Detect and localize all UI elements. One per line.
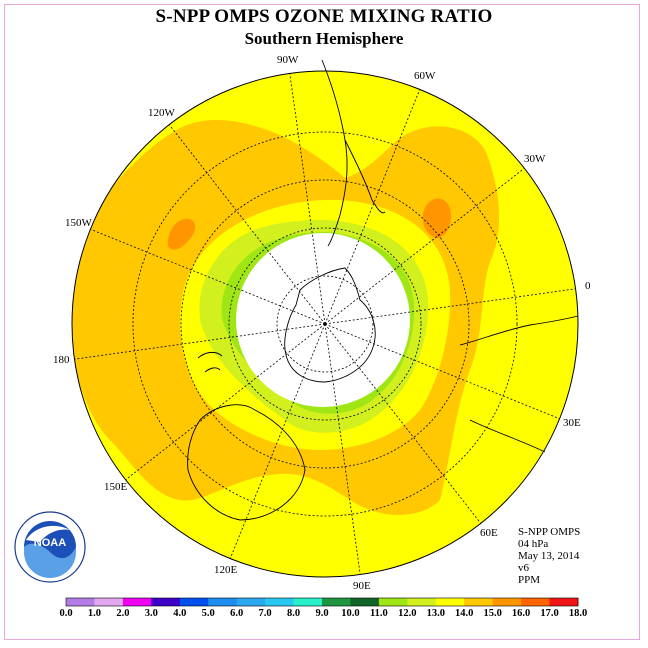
latitude-circle <box>228 227 422 421</box>
dark-orange-patch-east <box>422 198 452 239</box>
colorbar-tick-label: 9.0 <box>315 608 329 619</box>
longitude-label: 0 <box>585 280 591 292</box>
colorbar-swatch <box>94 598 124 606</box>
colorbar-swatch <box>66 598 95 606</box>
noaa-logo-text: NOAA <box>34 537 66 549</box>
colorbar-outline <box>65 597 579 607</box>
colorbar-swatch <box>549 598 579 606</box>
graticule <box>132 131 518 517</box>
colorbar-swatch <box>208 598 238 606</box>
longitude-label: 60E <box>480 527 498 539</box>
colorbar-tick-label: 17.0 <box>540 608 559 619</box>
colorbar-tick-label: 13.0 <box>426 608 445 619</box>
colorbar-swatch <box>151 598 181 606</box>
colorbar-tick-label: 2.0 <box>116 608 130 619</box>
colorbar-swatch <box>236 598 266 606</box>
colorbar-tick-labels: 0.0 1.0 2.0 3.0 4.0 5.0 6.0 7.0 8.0 9.0 10.0 11.0 12… <box>0 608 648 622</box>
colorbar-tick-label: 7.0 <box>258 608 272 619</box>
australia-coast <box>187 404 306 521</box>
colorbar-tick-label: 15.0 <box>483 608 502 619</box>
colorbar-swatch <box>492 598 522 606</box>
longitude-label: 150W <box>65 217 92 229</box>
longitude-label: 120E <box>214 564 238 576</box>
coastlines <box>187 59 579 521</box>
instrument-label: S-NPP OMPS <box>518 526 581 538</box>
colorbar-tick-label: 12.0 <box>398 608 417 619</box>
colorbar-swatch <box>464 598 494 606</box>
colorbar-tick-label: 4.0 <box>173 608 187 619</box>
noaa-logo: NOAA <box>14 511 86 583</box>
colorbar-tick-label: 14.0 <box>455 608 474 619</box>
longitude-label: 180 <box>53 354 70 366</box>
colorbar-swatch <box>122 598 152 606</box>
colorbar-tick-label: 3.0 <box>144 608 158 619</box>
no-data-area <box>236 233 410 407</box>
latitude-circle <box>180 179 470 469</box>
colorbar-tick-label: 10.0 <box>341 608 360 619</box>
colorbar-swatch <box>293 598 323 606</box>
date-label: May 13, 2014 <box>518 550 580 562</box>
longitude-label: 30E <box>563 417 581 429</box>
dark-orange-patch <box>167 218 196 250</box>
info-block: S-NPP OMPS 04 hPa May 13, 2014 v6 PPM <box>518 526 580 586</box>
longitude-label: 90E <box>353 580 371 592</box>
longitude-label: 30W <box>524 153 546 165</box>
south-pole-marker <box>323 322 327 326</box>
antarctica-coast <box>284 267 376 383</box>
latitude-circle <box>276 275 374 373</box>
colorbar-swatch <box>521 598 551 606</box>
colorbar-tick-label: 5.0 <box>201 608 215 619</box>
colorbar-tick-label: 1.0 <box>87 608 101 619</box>
colorbar-tick-label: 8.0 <box>286 608 301 619</box>
longitude-label: 90W <box>277 54 299 66</box>
colorbar-tick-label: 16.0 <box>511 608 531 619</box>
colorbar-tick-label: 6.0 <box>230 608 244 619</box>
colorbar-swatch <box>378 598 408 606</box>
map-subtitle: Southern Hemisphere <box>244 29 404 48</box>
colorbar-tick-label: 0.0 <box>59 608 73 619</box>
colorbar-swatch <box>350 598 380 606</box>
longitude-label: 60W <box>414 70 436 82</box>
colorbar <box>65 597 579 607</box>
map-title: S-NPP OMPS OZONE MIXING RATIO <box>155 6 493 27</box>
version-label: v6 <box>518 562 529 574</box>
colorbar-swatch <box>265 598 295 606</box>
pressure-level-label: 04 hPa <box>518 538 549 550</box>
map-border <box>71 70 579 578</box>
new-zealand-coast <box>197 351 223 373</box>
image-frame <box>4 4 640 640</box>
colorbar-tick-label: 18.0 <box>568 608 588 619</box>
latitude-circle <box>132 131 518 517</box>
south-america-coast <box>321 59 386 247</box>
colorbar-swatch <box>322 598 351 606</box>
colorbar-swatch <box>407 598 437 606</box>
colorbar-swatch <box>435 598 465 606</box>
longitude-label: 120W <box>148 107 175 119</box>
colorbar-tick-label: 11.0 <box>369 608 388 619</box>
longitude-label: 150E <box>104 481 128 493</box>
africa-coast <box>459 315 579 453</box>
units-label: PPM <box>518 574 541 586</box>
colorbar-swatch <box>179 598 209 606</box>
